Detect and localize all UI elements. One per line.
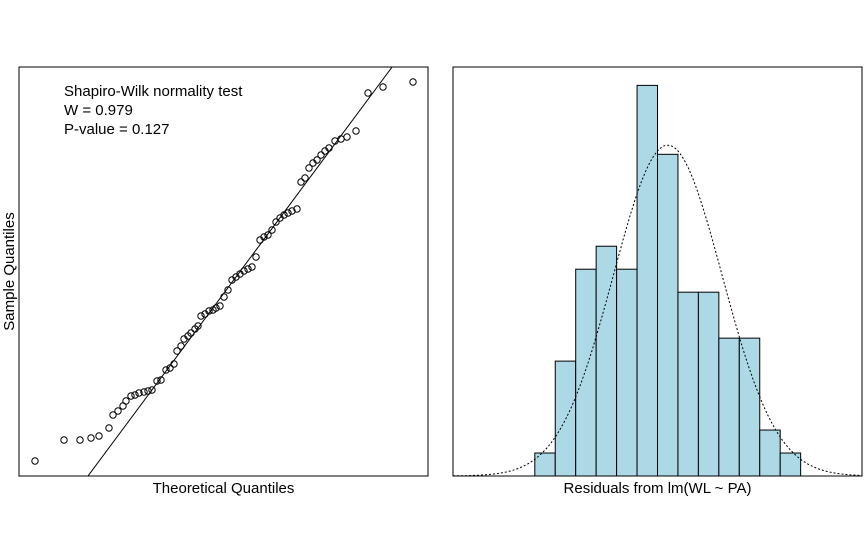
qq-point [60,436,68,444]
qq-point [76,436,84,444]
qq-point [122,397,130,405]
bar [595,245,618,477]
qq-point [187,329,195,337]
qq-point [268,226,276,234]
qq-point [248,263,256,271]
qq-point [260,233,268,241]
qq-point [305,164,313,172]
qq-point [114,407,122,415]
qq-point [197,312,205,320]
qq-point [284,209,292,217]
bar [738,337,761,477]
qq-point [194,322,202,330]
qq-point [87,434,95,442]
bar [677,291,699,477]
qq-point [240,267,248,275]
y-axis-label: Sample Quantiles [1,212,18,330]
qq-point [166,364,174,372]
bar [718,337,740,477]
qq-point [224,286,232,294]
qq-point [170,360,178,368]
qq-point [127,392,135,400]
qq-point [135,389,143,397]
qq-point [144,387,152,395]
qq-point [109,411,117,419]
qq-point [173,347,181,355]
qq-point [220,293,228,301]
density-curve [452,144,862,477]
qq-point [105,424,113,432]
qq-point [317,151,325,159]
qq-point [140,388,148,396]
qq-point [352,127,360,135]
qq-point [293,205,301,213]
qq-point [272,218,280,226]
qq-point [177,342,185,350]
qq-point [364,89,372,97]
qq-point [280,211,288,219]
qq-point [148,386,156,394]
qq-point [212,304,220,312]
bar [759,429,781,477]
qq-point [157,376,165,384]
qq-point [297,178,305,186]
qq-point [301,174,309,182]
bar [575,268,597,477]
qq-point [313,156,321,164]
bar [697,291,720,477]
bar [779,452,802,477]
qq-point [244,265,252,273]
annotation: P-value = 0.127 [64,121,170,138]
bar [636,84,658,477]
x-axis-label: Residuals from lm(WL ~ PA) [564,480,752,497]
annotation: W = 0.979 [64,102,133,119]
qq-point [264,231,272,239]
annotation: Shapiro-Wilk normality test [64,83,243,100]
bar [616,268,638,477]
bar [657,153,679,477]
qq-point [205,307,213,315]
qq-point [379,83,387,91]
qq-point [216,302,224,310]
plot-frame [452,66,863,477]
qq-point [252,253,260,261]
qq-point [409,78,417,86]
qq-point [162,366,170,374]
qq-point [343,133,351,141]
qq-point [131,391,139,399]
qq-point [288,207,296,215]
qq-point [95,432,103,440]
plot-frame [18,66,429,477]
qq-point [325,144,333,152]
qq-point [31,457,39,465]
x-axis-label: Theoretical Quantiles [153,480,295,497]
qq-point [153,377,161,385]
